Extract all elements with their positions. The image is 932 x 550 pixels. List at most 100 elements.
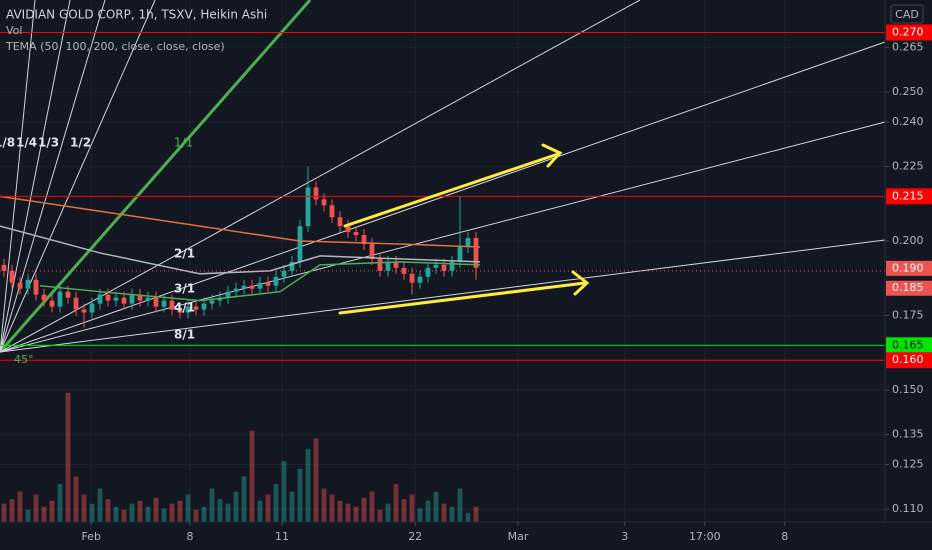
y-tick-label: 0.150 [892,383,924,396]
volume-bar [321,488,327,522]
volume-bar [137,500,143,522]
fan-label: 1/1 [174,136,193,150]
candle-body [129,294,135,304]
candle-body [265,282,271,286]
candle-body [9,270,15,283]
volume-bar [361,497,367,522]
candle-body [33,279,39,295]
y-tick-label: 0.225 [892,160,924,173]
volume-bar [377,509,383,522]
volume-bar [57,484,63,522]
candle-body [137,294,143,301]
candle-body [289,261,295,271]
volume-bar [225,503,231,522]
candle-body [89,303,95,313]
candle-body [465,238,471,247]
candle-body [369,244,375,259]
volume-layer [1,392,479,522]
level-tag [886,188,932,205]
y-tick-label: 0.240 [892,115,924,128]
volume-bar [233,491,239,522]
currency[interactable]: CAD [895,8,919,21]
y-tick-label: 0.110 [892,502,924,515]
candle-body [385,261,391,271]
candle-body [185,306,191,313]
volume-bar [337,500,343,522]
candle-body [425,267,431,277]
volume-bar [17,491,23,522]
candle-body [49,300,55,307]
candle-body [353,232,359,236]
candle-body [193,306,199,310]
candle-body [153,297,159,307]
volume-bar [25,509,31,522]
currency-box[interactable] [890,4,924,24]
x-tick-label: Feb [81,530,100,543]
level-label: 0.165 [892,338,924,351]
volume-bar [409,494,415,522]
legend: AVIDIAN GOLD CORP, 1h, TSXV, Heikin Ashi… [5,8,267,54]
y-tick-label: 0.265 [892,40,924,53]
volume-bar [65,392,71,522]
tema-lines [0,195,481,302]
symbol-title: AVIDIAN GOLD CORP, 1h, TSXV, Heikin Ashi [6,8,267,22]
candle-body [145,297,151,301]
volume-bar [113,506,119,522]
level-tag [886,24,932,41]
level-label: 0.215 [892,189,924,202]
fan-line [0,0,106,353]
volume-bar [177,500,183,522]
level-tag [886,352,932,369]
x-tick-label: 17:00 [689,530,721,543]
candle-body [313,187,319,200]
candle-body [1,264,7,271]
volume-bar [281,461,287,522]
volume-bar [265,494,271,522]
fan-label: 1/3 [38,136,59,150]
price-tag [886,260,932,276]
volume-bar [169,503,175,522]
volume-bar [441,503,447,522]
candle-body [169,300,175,310]
volume-bar [33,494,39,522]
grid [0,0,885,522]
volume-bar [161,508,167,522]
volume-bar [153,497,159,522]
candle-body [273,276,279,286]
candle-body [441,264,447,271]
candle-body [361,235,367,245]
volume-bar [401,499,407,522]
x-tick-label: Mar [508,530,529,543]
candle-body [345,226,351,233]
arrow-head [541,143,563,168]
fan-label: 1/2 [70,136,91,150]
candle-body [321,199,327,206]
yellow-arrows [338,143,590,315]
y-tick-label: 0.135 [892,428,924,441]
candle-body [73,297,79,310]
volume-bar [257,500,263,522]
y-tick-label: 0.200 [892,234,924,247]
candle-body [473,238,479,268]
volume-bar [185,494,191,522]
fan-label: 4/1 [174,301,195,315]
level-tag [886,337,932,354]
x-tick-label: 11 [275,530,289,543]
volume-bar [241,476,247,522]
candle-body [329,205,335,218]
candle-body [177,309,183,313]
volume-bar [201,506,207,522]
candle-body [225,291,231,298]
fan-line [0,0,36,353]
volume-bar [145,506,151,522]
volume-bar [209,488,215,522]
volume-bar [345,503,351,522]
volume-bar [273,484,279,522]
fan-label: 3/1 [174,282,195,296]
x-tick-label: 22 [408,530,422,543]
x-tick-label: 8 [187,530,194,543]
volume-bar [73,476,79,522]
arrow [343,152,560,228]
candle-body [25,279,31,289]
candle-body [105,294,111,301]
